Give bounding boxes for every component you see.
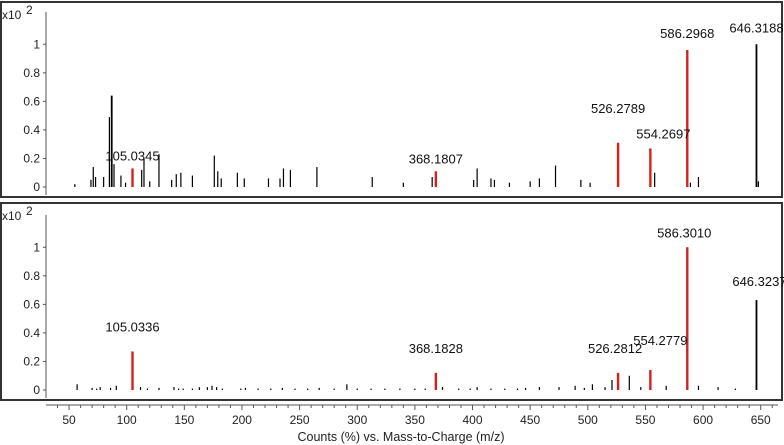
peak-label: 554.2779 (633, 333, 687, 348)
x-tick-label: 600 (693, 413, 713, 427)
spectrum-panel-top: x10 2 0 0.2 0.4 0.6 0.8 1 105.0345 368.1807 526.27… (0, 1, 784, 198)
y-tick-label: 0.8 (23, 269, 40, 283)
y-multiplier: x10 (2, 209, 22, 223)
x-tick-label: 400 (463, 413, 483, 427)
x-tick-label: 650 (751, 413, 771, 427)
y-tick-label: 0.4 (23, 326, 40, 340)
panel-frame (0, 202, 783, 401)
panel-frame (0, 1, 783, 198)
peak-label: 368.1828 (409, 341, 463, 356)
peak-label: 554.2697 (636, 126, 690, 141)
peak-label: 646.3237 (732, 274, 784, 289)
x-tick-label: 150 (174, 413, 194, 427)
x-tick-label: 100 (117, 413, 137, 427)
shared-x-axis: 50 100 150 200 250 300 350 400 450 500 550 600 650 (46, 404, 778, 427)
y-multiplier: x10 (2, 8, 22, 22)
x-tick-label: 250 (290, 413, 310, 427)
x-tick-label: 450 (520, 413, 540, 427)
peak-label: 526.2812 (588, 341, 642, 356)
peak-label: 586.3010 (657, 225, 711, 240)
y-tick-label: 0.4 (23, 123, 40, 137)
y-tick-label: 0 (33, 383, 40, 397)
peak-label: 646.3188 (729, 20, 783, 35)
y-exponent: 2 (26, 3, 33, 17)
x-tick-label: 550 (635, 413, 655, 427)
y-tick-label: 0.6 (23, 297, 40, 311)
y-tick-label: 0.2 (23, 151, 40, 165)
x-tick-label: 200 (232, 413, 252, 427)
x-axis-title: Counts (%) vs. Mass-to-Charge (m/z) (298, 430, 505, 444)
y-tick-label: 0 (33, 180, 40, 194)
x-tick-label: 300 (347, 413, 367, 427)
x-tick-label: 500 (578, 413, 598, 427)
y-tick-label: 0.8 (23, 66, 40, 80)
peak-label: 105.0336 (105, 319, 159, 334)
x-tick-label: 50 (62, 413, 76, 427)
peak-label: 586.2968 (660, 26, 714, 41)
y-exponent: 2 (26, 204, 33, 218)
x-tick-label: 350 (405, 413, 425, 427)
spectrum-panel-bottom: x10 2 0 0.2 0.4 0.6 0.8 1 105.0336 368.1828 526.28… (0, 202, 784, 401)
y-tick-label: 0.2 (23, 354, 40, 368)
peak-label: 105.0345 (105, 148, 159, 163)
y-tick-label: 1 (33, 37, 40, 51)
y-tick-label: 1 (33, 240, 40, 254)
y-tick-label: 0.6 (23, 94, 40, 108)
peak-label: 526.2789 (591, 101, 645, 116)
peak-label: 368.1807 (409, 151, 463, 166)
